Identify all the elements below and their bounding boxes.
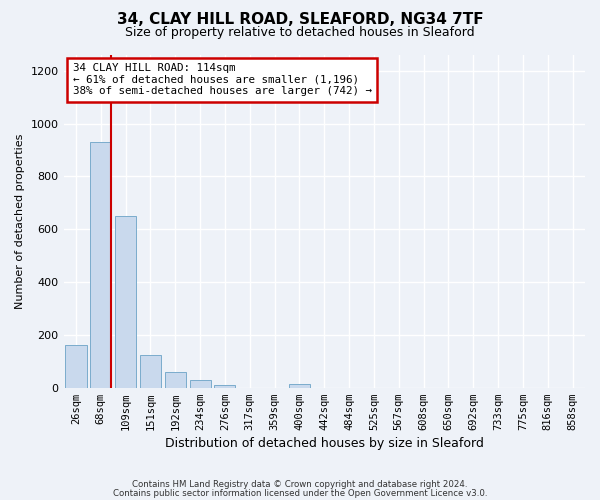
Text: 34 CLAY HILL ROAD: 114sqm
← 61% of detached houses are smaller (1,196)
38% of se: 34 CLAY HILL ROAD: 114sqm ← 61% of detac… [73,63,372,96]
Bar [140,354,161,388]
Y-axis label: Number of detached properties: Number of detached properties [15,134,25,309]
Text: Contains public sector information licensed under the Open Government Licence v3: Contains public sector information licen… [113,488,487,498]
Bar [165,372,186,388]
Bar [65,346,86,388]
Bar [90,142,112,388]
Text: 34, CLAY HILL ROAD, SLEAFORD, NG34 7TF: 34, CLAY HILL ROAD, SLEAFORD, NG34 7TF [116,12,484,28]
Bar [289,384,310,388]
X-axis label: Distribution of detached houses by size in Sleaford: Distribution of detached houses by size … [165,437,484,450]
Text: Contains HM Land Registry data © Crown copyright and database right 2024.: Contains HM Land Registry data © Crown c… [132,480,468,489]
Text: Size of property relative to detached houses in Sleaford: Size of property relative to detached ho… [125,26,475,39]
Bar [214,385,235,388]
Bar [190,380,211,388]
Bar [115,216,136,388]
